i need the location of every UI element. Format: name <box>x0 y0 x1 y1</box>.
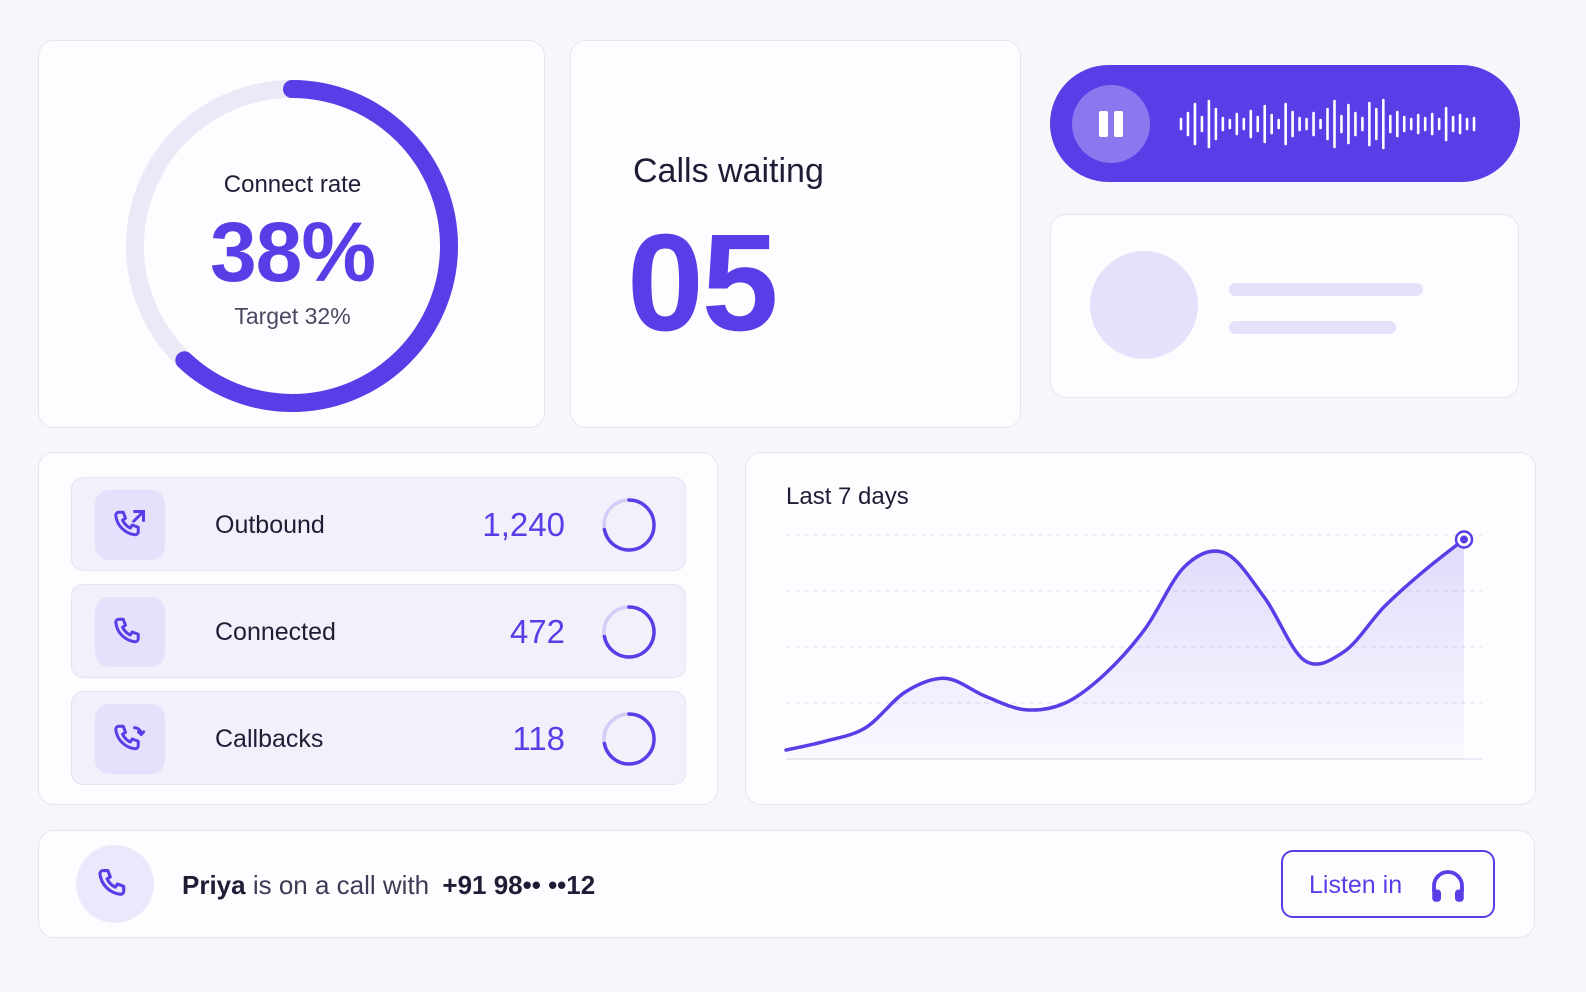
pause-button[interactable] <box>1072 85 1150 163</box>
headphones-icon <box>1432 870 1464 902</box>
data-point <box>824 739 828 743</box>
connect-rate-card: Connect rate 38% Target 32% <box>38 40 545 428</box>
phone-callback-icon <box>114 724 146 751</box>
caller-number: +91 98•• ••12 <box>442 870 596 900</box>
stat-label: Connected <box>215 618 336 646</box>
series-area <box>786 539 1464 759</box>
latest-point-dot <box>1460 535 1468 544</box>
progress-ring-fill <box>602 498 656 552</box>
stat-label: Outbound <box>215 511 325 539</box>
data-point <box>784 748 788 752</box>
data-point <box>1183 564 1187 568</box>
connect-rate-ring <box>126 80 458 412</box>
phone-icon <box>98 868 126 896</box>
progress-ring-fill <box>602 712 656 766</box>
calls-waiting-value: 05 <box>627 206 778 360</box>
stat-value: 472 <box>509 613 565 650</box>
series-line <box>784 537 1466 752</box>
data-point <box>1342 649 1346 653</box>
data-point <box>1263 596 1267 600</box>
stat-value: 1,240 <box>482 506 565 543</box>
calls-waiting-label: Calls waiting <box>633 152 824 190</box>
agent-name: Priya <box>182 870 246 900</box>
connect-rate-label: Connect rate <box>223 171 362 198</box>
skeleton-line <box>1229 283 1423 296</box>
data-point <box>1223 551 1227 555</box>
progress-ring-fill <box>602 605 656 659</box>
pause-icon <box>1099 111 1108 137</box>
data-point <box>864 726 868 730</box>
ring-progress <box>126 80 458 412</box>
live-call-bar: Priya is on a call with +91 98•• ••12 Li… <box>38 830 1535 938</box>
audio-player <box>1050 65 1520 182</box>
data-point <box>904 690 908 694</box>
progress-ring <box>602 498 656 552</box>
stat-row-connected[interactable]: Connected 472 <box>71 584 686 678</box>
call-avatar <box>76 845 154 923</box>
waveform-icon <box>1179 98 1476 150</box>
data-point <box>944 676 948 680</box>
data-point <box>1382 605 1386 609</box>
phone-outgoing-icon <box>114 510 145 537</box>
skeleton-avatar <box>1090 251 1198 359</box>
stat-row-outbound[interactable]: Outbound 1,240 <box>71 477 686 571</box>
skeleton-line <box>1229 321 1396 334</box>
stat-value: 118 <box>512 720 565 757</box>
listen-in-button[interactable]: Listen in <box>1281 850 1495 918</box>
data-point <box>983 694 987 698</box>
data-point <box>1422 569 1426 573</box>
trend-chart-card: Last 7 days <box>745 452 1536 805</box>
skeleton-card <box>1050 214 1519 398</box>
stat-label: Callbacks <box>215 725 324 753</box>
progress-ring <box>602 605 656 659</box>
data-point <box>1023 708 1027 712</box>
phone-icon <box>114 617 140 644</box>
data-point <box>1063 701 1067 705</box>
call-status-text: Priya is on a call with +91 98•• ••12 <box>182 870 595 901</box>
progress-ring <box>602 712 656 766</box>
data-point <box>1103 672 1107 676</box>
listen-in-label: Listen in <box>1309 871 1403 899</box>
data-point <box>1143 627 1147 631</box>
connect-rate-value: 38% <box>209 205 376 299</box>
call-status-phrase: is on a call with <box>252 870 430 900</box>
call-stats-card: Outbound 1,240 Connected 472 Callbacks 1… <box>38 452 718 805</box>
stat-row-callbacks[interactable]: Callbacks 118 <box>71 691 686 785</box>
chart-title: Last 7 days <box>786 483 909 510</box>
data-point <box>1302 658 1306 662</box>
connect-rate-target: Target 32% <box>234 303 351 329</box>
trend-chart <box>784 530 1482 760</box>
calls-waiting-card: Calls waiting 05 <box>570 40 1021 428</box>
